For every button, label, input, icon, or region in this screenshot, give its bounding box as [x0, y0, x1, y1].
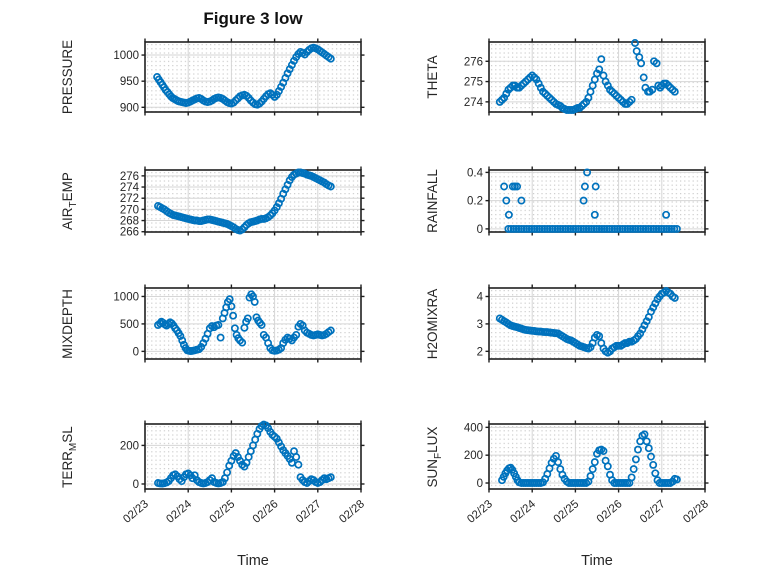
svg-text:0: 0 — [133, 346, 139, 358]
svg-text:200: 200 — [120, 440, 139, 452]
svg-text:274: 274 — [120, 182, 140, 194]
svg-text:268: 268 — [120, 216, 139, 228]
svg-text:275: 275 — [464, 77, 483, 89]
svg-text:2: 2 — [477, 346, 483, 358]
svg-text:02/25: 02/25 — [208, 498, 238, 526]
xlabel-time-left: Time — [237, 553, 269, 569]
svg-text:950: 950 — [120, 76, 139, 88]
y-tick-labels: 0 500 1000 — [113, 291, 139, 358]
svg-text:276: 276 — [464, 56, 483, 68]
svg-text:02/23: 02/23 — [121, 498, 151, 526]
svg-text:200: 200 — [464, 450, 483, 462]
svg-text:266: 266 — [120, 227, 139, 239]
svg-text:0: 0 — [477, 224, 483, 236]
y-tick-labels: 0 200 — [120, 440, 139, 491]
y-tick-labels: 900 950 1000 — [113, 50, 139, 114]
svg-text:02/24: 02/24 — [508, 498, 538, 526]
svg-text:02/26: 02/26 — [251, 498, 281, 526]
svg-text:400: 400 — [464, 422, 483, 434]
x-tick-labels: 02/23 02/24 02/25 02/26 02/27 02/28 — [121, 498, 367, 526]
svg-text:02/23: 02/23 — [465, 498, 495, 526]
svg-text:1000: 1000 — [113, 50, 139, 62]
svg-text:02/27: 02/27 — [638, 498, 668, 526]
data-points — [500, 168, 681, 233]
y-tick-labels: 0 0.2 0.4 — [467, 167, 484, 235]
data-points — [495, 287, 679, 357]
svg-text:3: 3 — [477, 319, 483, 331]
svg-text:272: 272 — [120, 193, 139, 205]
x-tick-labels: 02/23 02/24 02/25 02/26 02/27 02/28 — [465, 498, 711, 526]
y-tick-labels: 0 200 400 — [464, 422, 483, 490]
svg-text:0: 0 — [477, 478, 483, 490]
ylabel-sun-flux: SUNFLUX — [425, 426, 444, 487]
svg-text:02/27: 02/27 — [294, 498, 324, 526]
svg-text:02/28: 02/28 — [681, 498, 711, 526]
svg-text:0.2: 0.2 — [467, 196, 483, 208]
data-points — [154, 168, 335, 235]
xlabel-time-right: Time — [581, 553, 613, 569]
data-points — [495, 39, 679, 114]
data-points — [154, 290, 335, 356]
y-tick-labels: 274 275 276 — [464, 56, 484, 109]
svg-text:02/25: 02/25 — [552, 498, 582, 526]
data-points — [154, 420, 335, 488]
data-points — [498, 430, 681, 487]
svg-text:02/28: 02/28 — [337, 498, 367, 526]
data-points — [153, 43, 335, 109]
svg-text:0.4: 0.4 — [467, 167, 484, 179]
svg-text:0: 0 — [133, 479, 139, 491]
svg-text:900: 900 — [120, 102, 139, 114]
svg-text:270: 270 — [120, 204, 139, 216]
svg-text:276: 276 — [120, 171, 139, 183]
figure-title: Figure 3 low — [203, 9, 303, 28]
svg-text:274: 274 — [464, 97, 484, 109]
svg-text:1000: 1000 — [113, 291, 139, 303]
y-tick-labels: 2 3 4 — [477, 291, 484, 358]
svg-text:4: 4 — [477, 291, 484, 303]
svg-text:02/24: 02/24 — [164, 498, 194, 526]
svg-text:02/26: 02/26 — [595, 498, 625, 526]
ylabel-terr-msl: TERRMSL — [60, 425, 79, 488]
svg-text:500: 500 — [120, 319, 139, 331]
